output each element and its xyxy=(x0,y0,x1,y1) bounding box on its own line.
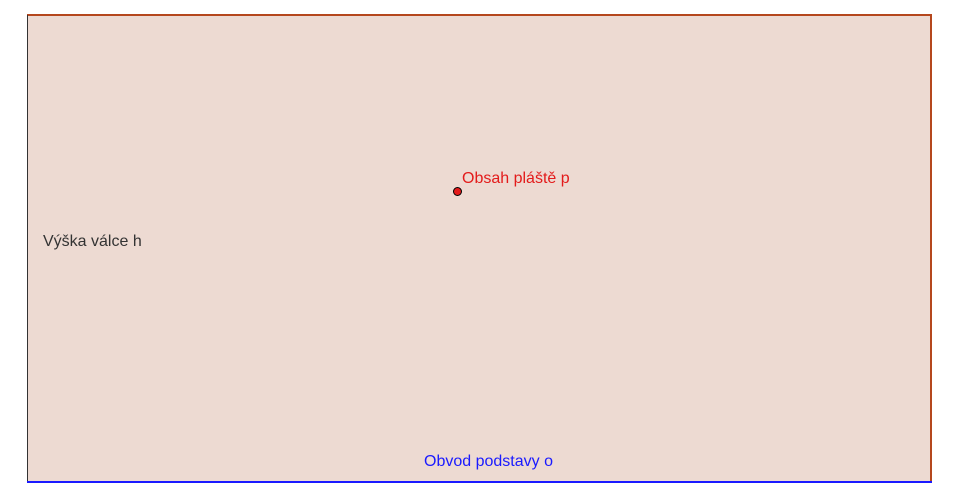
perimeter-label: Obvod podstavy o xyxy=(424,453,553,470)
area-point[interactable] xyxy=(453,187,462,196)
height-label: Výška válce h xyxy=(43,233,142,250)
cylinder-mantle-rectangle[interactable] xyxy=(27,15,931,483)
rectangle-left-edge[interactable] xyxy=(27,15,28,483)
rectangle-bottom-edge[interactable] xyxy=(27,481,932,483)
rectangle-right-edge[interactable] xyxy=(930,14,932,483)
area-label: Obsah pláště p xyxy=(462,170,570,187)
rectangle-top-edge[interactable] xyxy=(27,14,931,16)
